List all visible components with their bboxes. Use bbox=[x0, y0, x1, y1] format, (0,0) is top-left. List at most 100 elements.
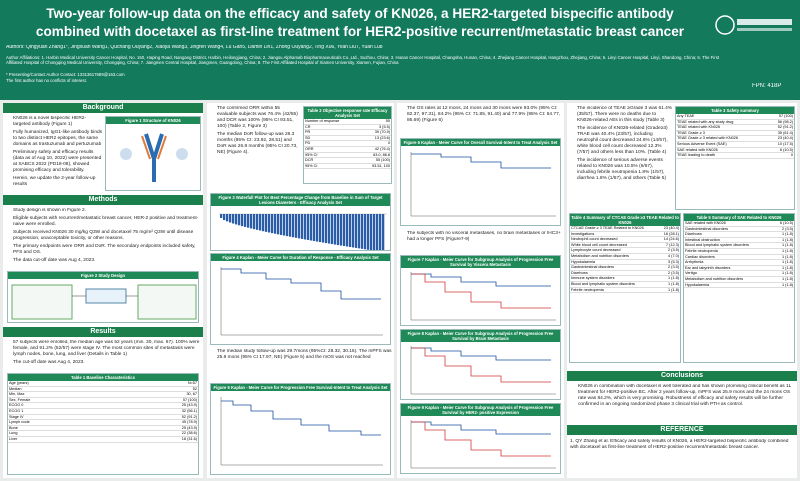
table-cell: 55 bbox=[360, 119, 391, 125]
conclusion: KN026 in combination with docetaxel is w… bbox=[578, 384, 794, 408]
figure: Figure 7 Kaplan - Meier Curve for Subgro… bbox=[400, 255, 561, 326]
text: KN026 is a novel bispecific HER2-targete… bbox=[5, 116, 103, 188]
table: Table 4 Summary of CTCAE Grade ≥3 TEAE R… bbox=[569, 213, 681, 363]
table-cell: Febrile neutropenia bbox=[684, 248, 774, 255]
waterfall-bar bbox=[310, 214, 313, 241]
figure: Figure 3 Waterfall Plot for Best Percent… bbox=[210, 193, 391, 251]
table-cell: N=57 bbox=[117, 381, 198, 387]
table-row: Bone 25 (43.9) bbox=[8, 425, 198, 432]
reference: 1. QY Zhang et al. Efficacy and safety r… bbox=[570, 439, 789, 450]
waterfall-bar bbox=[271, 214, 274, 234]
bullet: The incidence of serious adverse events … bbox=[577, 158, 673, 182]
table-row: Ear and labyrinth disorders 1 (1.8) bbox=[684, 265, 794, 272]
table-row: Gastrointestinal disorders 2 (3.5) bbox=[684, 226, 794, 233]
waterfall-bar bbox=[370, 214, 373, 250]
table-cell: 23 (40.4) bbox=[768, 135, 794, 142]
table-cell: ECOG 1 bbox=[8, 408, 118, 415]
text: The confirmed ORR within 55 evaluable su… bbox=[209, 106, 301, 188]
waterfall-bar bbox=[244, 214, 247, 227]
table-cell: 10 (17.5) bbox=[768, 141, 794, 148]
bullet: 57 subjects were enrolled, the median ag… bbox=[13, 340, 201, 358]
table-cell: ECOG 0 bbox=[8, 402, 118, 409]
waterfall-bar bbox=[256, 214, 259, 230]
table-cell: Lymph node bbox=[8, 419, 118, 426]
table-cell: Stage IV bbox=[8, 414, 118, 421]
caption: Table 3 Safety summary bbox=[676, 107, 794, 114]
logo bbox=[715, 15, 792, 35]
table-body: CTCAE Grade ≥ 3 TEAE Related to KN026 23 … bbox=[570, 226, 680, 294]
table-cell: Hypokalaemia bbox=[684, 282, 774, 289]
waterfall-bar bbox=[373, 214, 376, 250]
table-cell: Investigations bbox=[570, 231, 660, 238]
section-heading: Results bbox=[3, 327, 203, 337]
table: Table 1 Baseline Characteristics Age (yea… bbox=[7, 373, 199, 475]
waterfall-bar bbox=[367, 214, 370, 250]
diagram bbox=[120, 133, 188, 182]
table-cell: 95% CI bbox=[304, 152, 361, 159]
table-cell: Median bbox=[8, 386, 118, 393]
title: Two-year follow-up data on the efficacy … bbox=[46, 6, 674, 21]
table-row: ECOG 1 32 (56.1) bbox=[8, 408, 198, 415]
table: Table 2 Objective response rate Efficacy… bbox=[303, 106, 392, 184]
table-cell: Any TEAE bbox=[676, 114, 769, 120]
table-cell: TEAE leading to death bbox=[676, 152, 769, 159]
table-cell: White blood cell count decreased bbox=[570, 242, 660, 249]
table-cell: Blood and lymphatic system disorders bbox=[684, 242, 774, 249]
waterfall-plot bbox=[219, 213, 387, 250]
waterfall-bar bbox=[349, 214, 352, 247]
waterfall-bar bbox=[316, 214, 319, 242]
waterfall-bar bbox=[295, 214, 298, 238]
km-plot bbox=[410, 152, 556, 217]
table-cell: 55 (100) bbox=[360, 157, 391, 164]
table-cell: 6 (10.5) bbox=[773, 221, 794, 227]
column: The incidence of TEAE ≥Grade 3 was 61.4%… bbox=[567, 103, 797, 478]
table-cell: TEAE related with any study drug bbox=[676, 119, 769, 126]
caption: Figure 3 Waterfall Plot for Best Percent… bbox=[211, 194, 390, 206]
diagram bbox=[11, 284, 197, 320]
waterfall-bar bbox=[292, 214, 295, 238]
table-row: Intestinal obstruction 1 (1.8) bbox=[684, 237, 794, 244]
table-row: Febrile neutropenia 1 (1.8) bbox=[570, 287, 680, 294]
table-cell: Age (years) bbox=[8, 381, 118, 387]
table-cell: Liver bbox=[8, 436, 118, 443]
authors: Authors: Qingyuan Zhang1*, Jingxuan Wang… bbox=[6, 45, 383, 50]
table-row: Lung 22 (38.6) bbox=[8, 430, 198, 437]
table-body: SAE related with KN026 6 (10.5) Gastrointe… bbox=[684, 221, 794, 289]
bullet: Preliminary safety and efficacy results … bbox=[13, 150, 103, 174]
table: Table 5 Summary of SAE Related to KN026 S… bbox=[683, 213, 795, 363]
figure: Figure 8 Kaplan - Meier Curve for Subgro… bbox=[400, 329, 561, 400]
table-cell: Immune system disorders bbox=[570, 275, 660, 282]
waterfall-bar bbox=[379, 214, 382, 250]
table-cell: Min, Max bbox=[8, 391, 118, 398]
caption: Figure 2 Study Design bbox=[8, 272, 198, 279]
table-cell: 93.51, 100 bbox=[360, 163, 391, 170]
waterfall-bar bbox=[253, 214, 256, 230]
table-cell: Metabolism and nutrition disorders bbox=[684, 276, 774, 283]
table-row: Diarrhoea 2 (3.5) bbox=[570, 270, 680, 277]
waterfall-bar bbox=[280, 214, 283, 235]
table-cell: Diarrhoea bbox=[684, 231, 774, 238]
table-cell: 1 (1.8) bbox=[659, 275, 680, 282]
table-cell: 1 (1.8) bbox=[773, 282, 794, 289]
table-cell: 23 (40.4) bbox=[659, 226, 680, 232]
table-cell: 16 (28.1) bbox=[659, 231, 680, 238]
table-cell: Hypokalaemia bbox=[570, 259, 660, 266]
waterfall-bar bbox=[325, 214, 328, 244]
column: The confirmed ORR within 55 evaluable su… bbox=[207, 103, 394, 478]
waterfall-bar bbox=[277, 214, 280, 235]
bullet: KN026 is a novel bispecific HER2-targete… bbox=[13, 116, 103, 128]
table-cell: 0 bbox=[768, 152, 794, 159]
caption: Table 2 Objective response rate Efficacy… bbox=[304, 107, 391, 119]
table-body: Age (years) N=57 Median 52 Min, Max 30, 67 Sex… bbox=[8, 381, 198, 443]
waterfall-bar bbox=[340, 214, 343, 246]
text: The OS rates at 12 mons, 24 mons and 30 … bbox=[399, 106, 562, 136]
affiliations: Author Affiliations: 1. Harbin Medical U… bbox=[6, 55, 720, 66]
disclosure: The first author has no conflicts of int… bbox=[6, 78, 87, 83]
table-cell: 1 (1.8) bbox=[659, 281, 680, 288]
table-cell: SAE related with KN026 bbox=[676, 147, 769, 154]
table-cell: 3 (5.3) bbox=[659, 259, 680, 266]
table-cell: Cardiac disorders bbox=[684, 254, 774, 261]
table-row: Number of response 55 bbox=[304, 119, 391, 125]
table-cell: 1 (1.8) bbox=[773, 231, 794, 238]
table-cell: 95% CI bbox=[304, 163, 361, 170]
